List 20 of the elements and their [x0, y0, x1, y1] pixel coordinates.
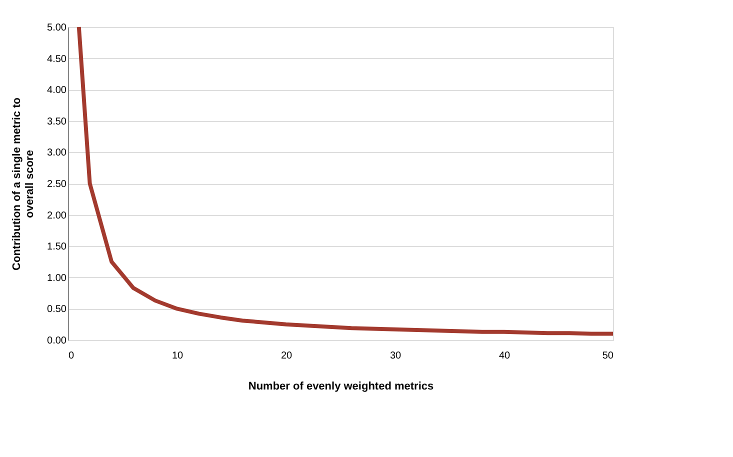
x-tick-label: 40 [498, 350, 510, 362]
y-tick-label: 4.50 [47, 54, 67, 65]
x-tick-label: 30 [390, 350, 402, 362]
x-tick-label: 50 [602, 350, 614, 362]
x-tick-label: 0 [68, 350, 74, 362]
x-tick-label: 10 [172, 350, 184, 362]
y-tick-label: 1.50 [47, 242, 67, 253]
y-tick-label: 3.00 [47, 148, 67, 159]
y-axis-title: Contribution of a single metric to overall score [11, 97, 36, 270]
y-tick-label: 0.50 [47, 304, 67, 316]
x-tick-label: 20 [280, 350, 292, 362]
line-series [76, 25, 615, 336]
y-tick-label: 1.00 [47, 272, 67, 284]
y-tick-label: 5.00 [47, 22, 67, 34]
y-tick-label: 2.50 [47, 179, 67, 190]
y-tick-label: 4.00 [47, 85, 67, 96]
y-tick-label: 3.50 [47, 116, 67, 128]
y-tick-label: 0.00 [47, 336, 67, 346]
x-axis-title: Number of evenly weighted metrics [248, 380, 434, 392]
y-tick-label: 2.00 [47, 210, 67, 222]
